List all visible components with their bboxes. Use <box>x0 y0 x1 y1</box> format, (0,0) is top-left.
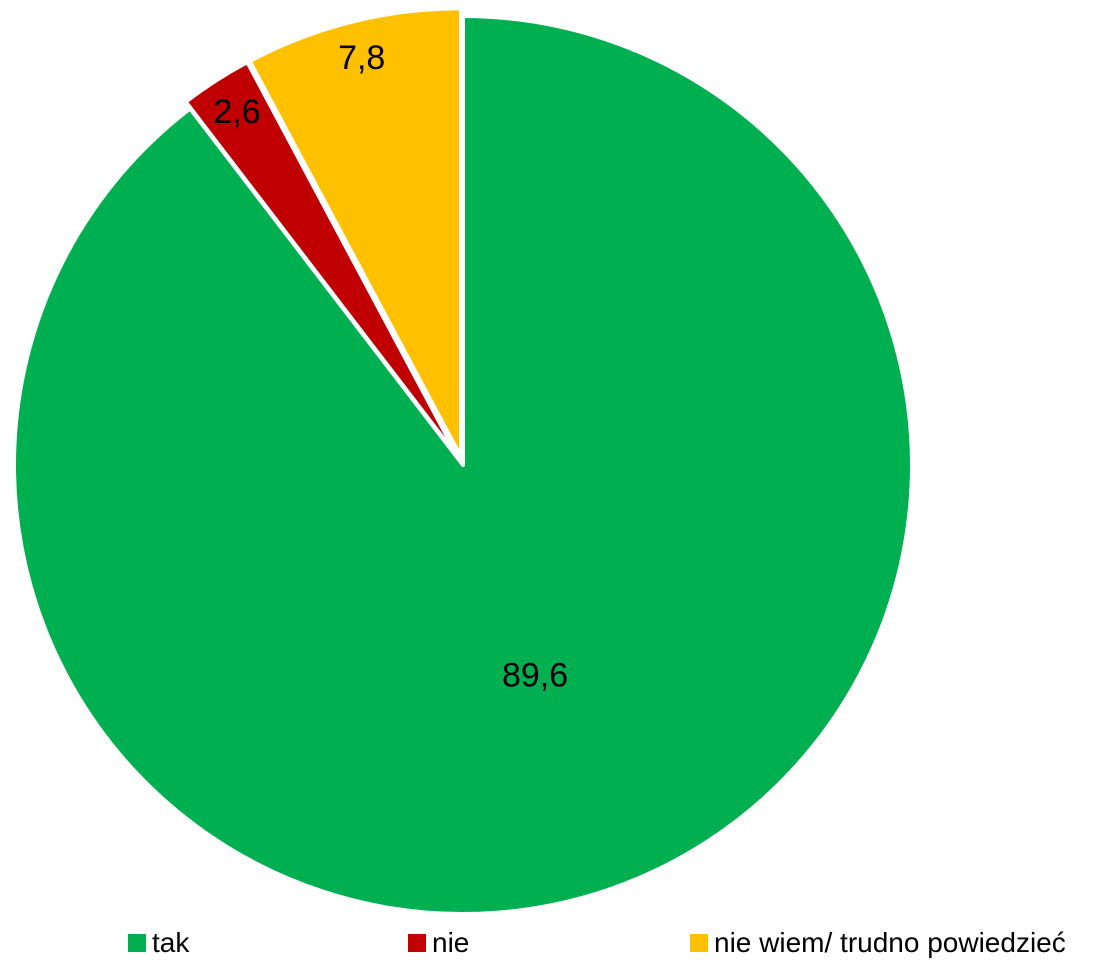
legend-item-tak: tak <box>128 923 189 963</box>
legend-label-nie: nie <box>432 927 470 958</box>
legend-item-nie: nie <box>408 923 469 963</box>
legend: tak nie nie wiem/ trudno powiedzieć <box>0 923 1102 963</box>
legend-swatch-nie <box>408 934 426 952</box>
legend-item-nie-wiem: nie wiem/ trudno powiedzieć <box>690 923 1066 963</box>
pie-chart-plot: 89,6 2,6 7,8 <box>12 6 914 916</box>
legend-swatch-tak <box>128 934 146 952</box>
pie-slice-nie-wiem <box>247 6 464 460</box>
pie-slice-tak <box>12 14 914 916</box>
data-label-nie-wiem: 7,8 <box>338 39 385 77</box>
legend-swatch-nie-wiem <box>690 934 708 952</box>
data-label-nie: 2,6 <box>213 93 260 131</box>
legend-label-nie-wiem: nie wiem/ trudno powiedzieć <box>714 927 1066 958</box>
legend-label-tak: tak <box>152 927 190 958</box>
data-label-tak: 89,6 <box>502 657 568 695</box>
pie-slice-nie <box>183 60 461 461</box>
